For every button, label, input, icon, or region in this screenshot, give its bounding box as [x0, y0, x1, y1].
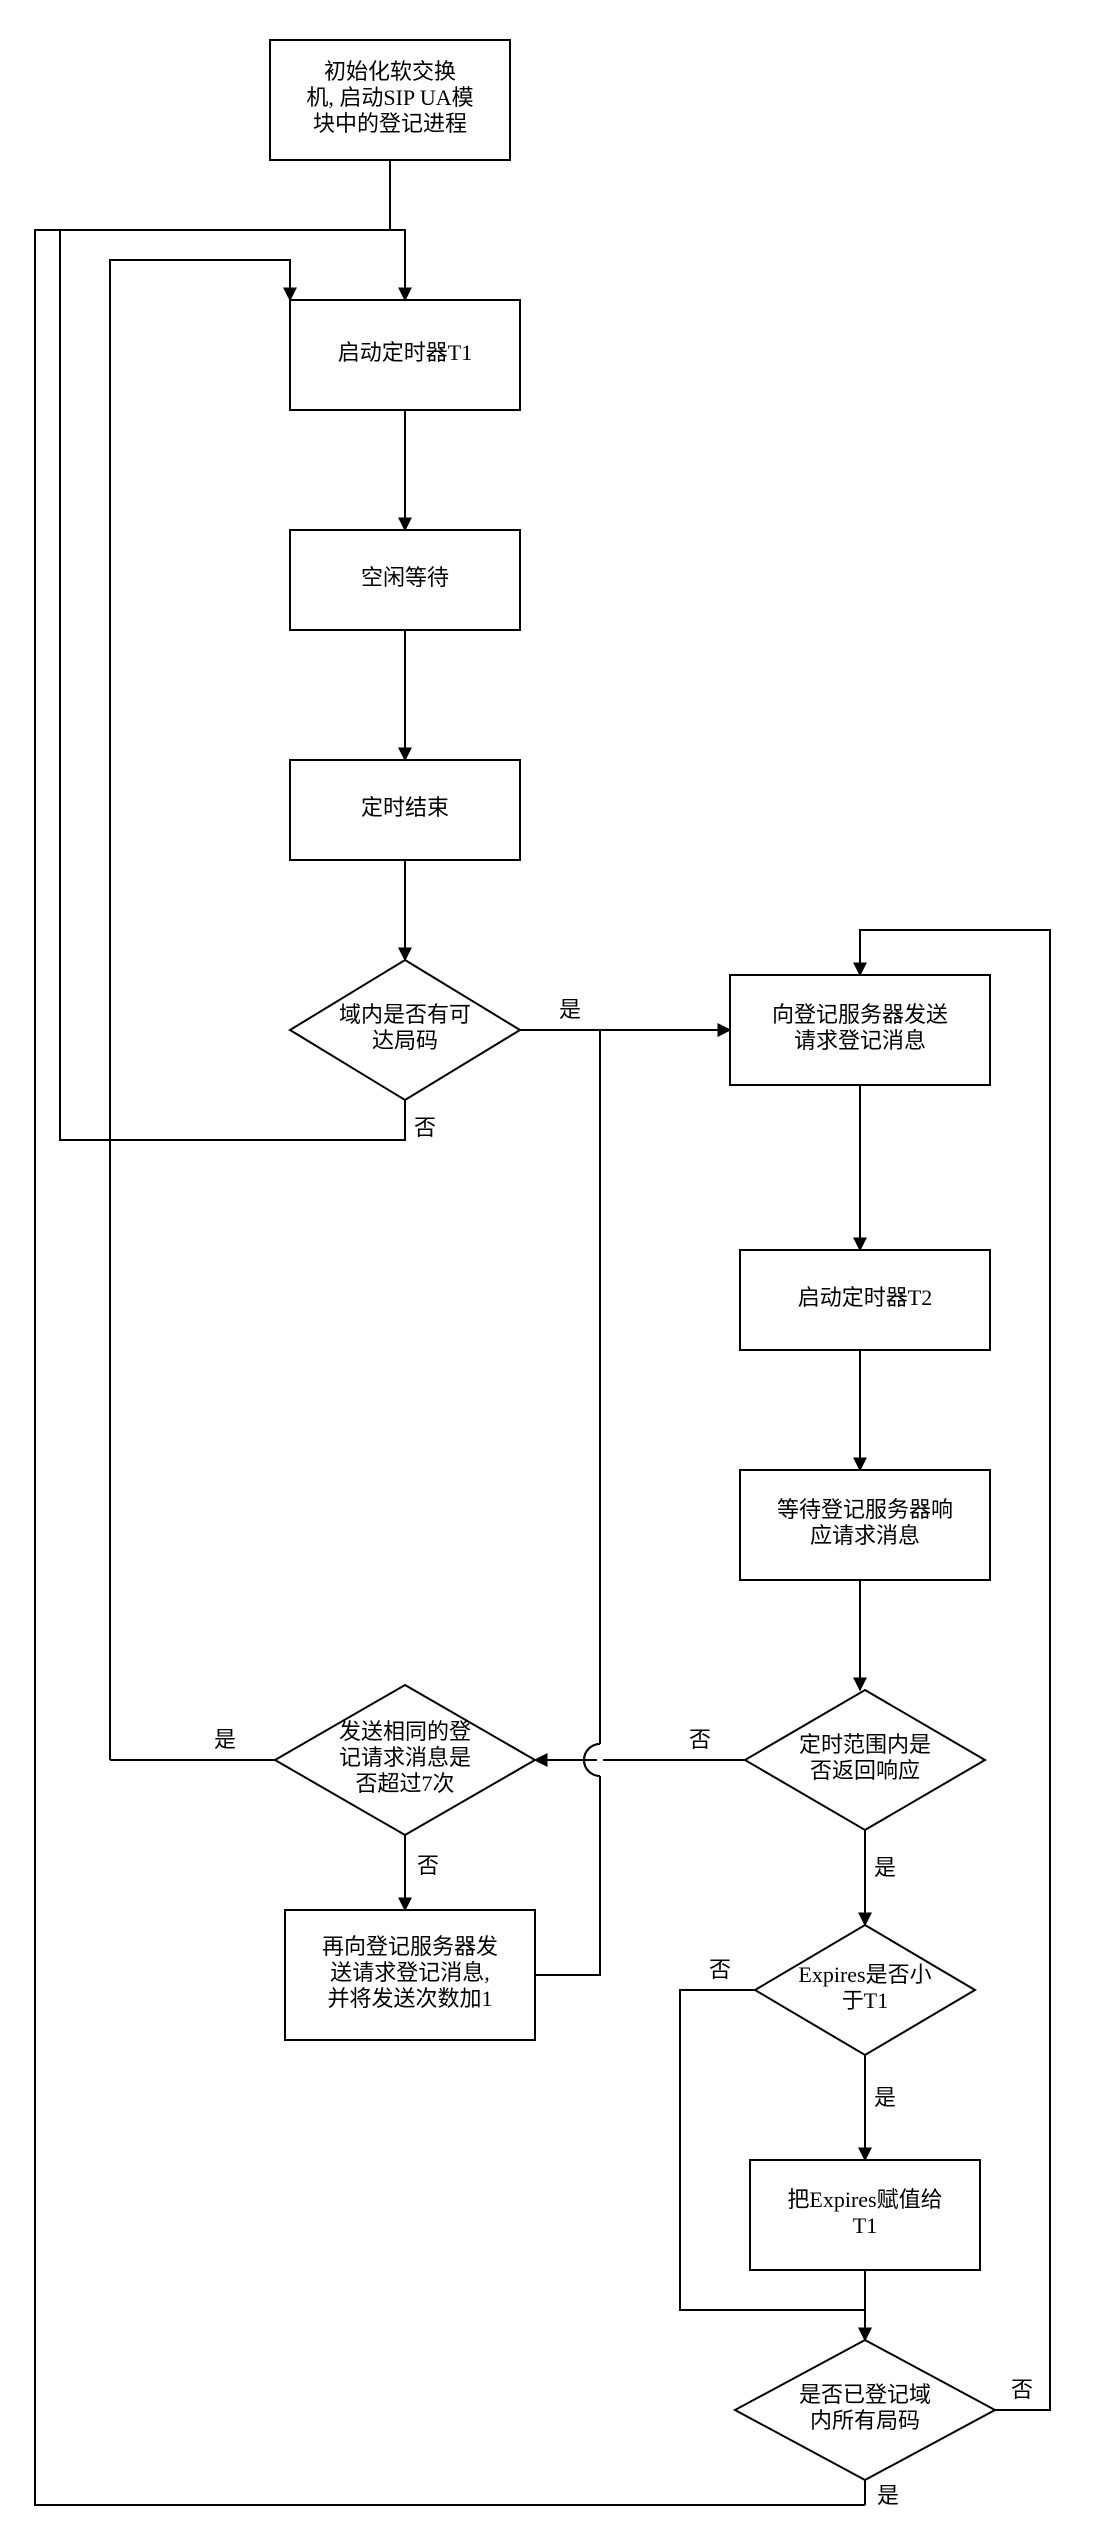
- d2: 定时范围内是否返回响应: [745, 1690, 985, 1830]
- n4: 向登记服务器发送请求登记消息: [730, 975, 990, 1085]
- svg-text:记请求消息是: 记请求消息是: [339, 1745, 471, 1770]
- svg-text:否: 否: [1011, 2377, 1033, 2402]
- svg-text:是: 是: [874, 1855, 896, 1880]
- d1: 域内是否有可达局码: [290, 960, 520, 1100]
- svg-text:定时范围内是: 定时范围内是: [799, 1732, 931, 1757]
- n0: 初始化软交换机, 启动SIP UA模块中的登记进程: [270, 40, 510, 160]
- n2: 空闲等待: [290, 530, 520, 630]
- d4: Expires是否小于T1: [755, 1925, 975, 2055]
- svg-text:向登记服务器发送: 向登记服务器发送: [772, 1002, 948, 1027]
- svg-text:否返回响应: 否返回响应: [810, 1758, 920, 1783]
- svg-text:是: 是: [877, 2483, 899, 2508]
- svg-text:是: 是: [559, 997, 581, 1022]
- svg-text:否: 否: [417, 1853, 439, 1878]
- svg-text:T1: T1: [853, 2213, 877, 2238]
- svg-text:启动定时器T2: 启动定时器T2: [798, 1285, 932, 1310]
- svg-text:否: 否: [709, 1957, 731, 1982]
- svg-text:Expires是否小: Expires是否小: [798, 1962, 931, 1987]
- svg-text:内所有局码: 内所有局码: [810, 2408, 920, 2433]
- svg-text:再向登记服务器发: 再向登记服务器发: [322, 1934, 498, 1959]
- svg-text:于T1: 于T1: [842, 1988, 888, 2013]
- svg-text:初始化软交换: 初始化软交换: [324, 59, 456, 84]
- svg-text:把Expires赋值给: 把Expires赋值给: [787, 2187, 942, 2212]
- n1: 启动定时器T1: [290, 300, 520, 410]
- svg-text:启动定时器T1: 启动定时器T1: [338, 340, 472, 365]
- svg-text:定时结束: 定时结束: [361, 795, 449, 820]
- svg-text:应请求消息: 应请求消息: [810, 1523, 920, 1548]
- svg-text:等待登记服务器响: 等待登记服务器响: [777, 1497, 953, 1522]
- d3: 发送相同的登记请求消息是否超过7次: [275, 1685, 535, 1835]
- n5: 启动定时器T2: [740, 1250, 990, 1350]
- svg-text:空闲等待: 空闲等待: [361, 565, 449, 590]
- svg-text:达局码: 达局码: [372, 1028, 438, 1053]
- n8: 把Expires赋值给T1: [750, 2160, 980, 2270]
- n7: 再向登记服务器发送请求登记消息,并将发送次数加1: [285, 1910, 535, 2040]
- svg-text:块中的登记进程: 块中的登记进程: [313, 111, 467, 136]
- svg-text:请求登记消息: 请求登记消息: [794, 1028, 926, 1053]
- svg-text:否: 否: [414, 1115, 436, 1140]
- svg-text:机, 启动SIP UA模: 机, 启动SIP UA模: [306, 85, 473, 110]
- d5: 是否已登记域内所有局码: [735, 2340, 995, 2480]
- svg-text:发送相同的登: 发送相同的登: [339, 1719, 471, 1744]
- svg-text:送请求登记消息,: 送请求登记消息,: [330, 1960, 490, 1985]
- svg-text:是: 是: [874, 2085, 896, 2110]
- svg-text:是: 是: [214, 1727, 236, 1752]
- svg-text:域内是否有可: 域内是否有可: [339, 1002, 471, 1027]
- svg-text:否超过7次: 否超过7次: [355, 1771, 454, 1796]
- svg-text:是否已登记域: 是否已登记域: [799, 2382, 931, 2407]
- svg-text:否: 否: [689, 1727, 711, 1752]
- svg-text:并将发送次数加1: 并将发送次数加1: [327, 1986, 492, 2011]
- n6: 等待登记服务器响应请求消息: [740, 1470, 990, 1580]
- n3: 定时结束: [290, 760, 520, 860]
